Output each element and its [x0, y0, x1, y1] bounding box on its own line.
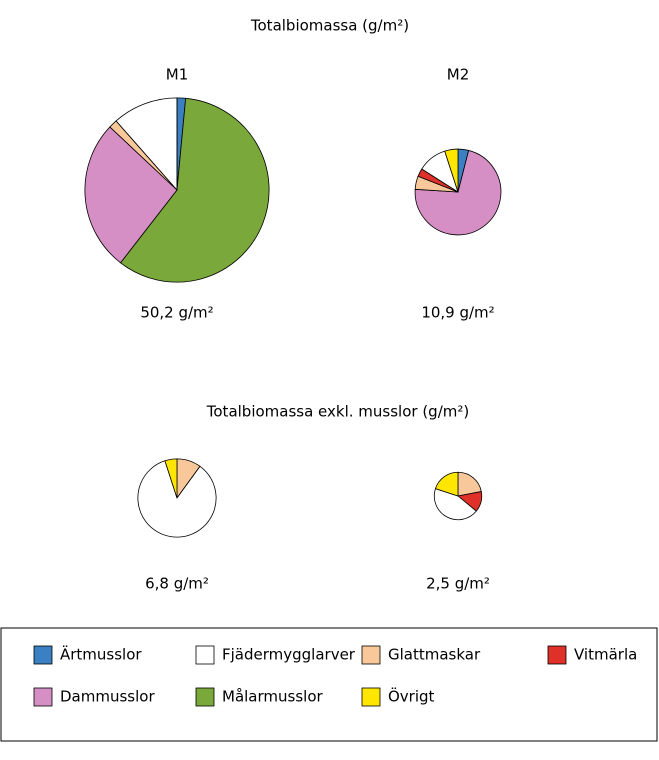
pie-slice	[84, 126, 178, 264]
pie-name: M2	[447, 66, 470, 84]
section-title: Totalbiomassa exkl. musslor (g/m²)	[206, 403, 469, 421]
legend-swatch	[361, 645, 381, 665]
pie-slice	[433, 488, 477, 521]
legend-swatch	[547, 645, 567, 665]
pie-name: M1	[166, 66, 189, 84]
pie-slice	[444, 148, 459, 193]
total-label: 6,8 g/m²	[145, 575, 209, 593]
pie-slice	[164, 458, 178, 499]
pie-slice	[457, 471, 482, 497]
legend-label: Dammusslor	[60, 688, 155, 706]
legend-box	[0, 627, 658, 742]
legend-swatch	[195, 687, 215, 707]
total-label: 50,2 g/m²	[140, 304, 213, 322]
legend-swatch	[33, 687, 53, 707]
legend-swatch	[195, 645, 215, 665]
legend-label: Målarmusslor	[222, 688, 323, 706]
total-label: 2,5 g/m²	[426, 575, 490, 593]
legend-label: Ärtmusslor	[60, 645, 142, 664]
total-label: 10,9 g/m²	[421, 304, 494, 322]
pie-slice	[414, 150, 502, 236]
section-title: Totalbiomassa (g/m²)	[250, 17, 409, 35]
legend-label: Glattmaskar	[388, 646, 481, 664]
pie-slice	[115, 97, 178, 191]
legend-swatch	[361, 687, 381, 707]
pie-slice	[137, 460, 217, 538]
legend-label: Övrigt	[388, 687, 435, 706]
pie-slice	[435, 471, 459, 497]
legend-label: Fjädermygglarver	[222, 646, 356, 664]
legend-swatch	[33, 645, 53, 665]
legend-label: Vitmärla	[574, 646, 637, 664]
pie-slice	[120, 97, 270, 283]
